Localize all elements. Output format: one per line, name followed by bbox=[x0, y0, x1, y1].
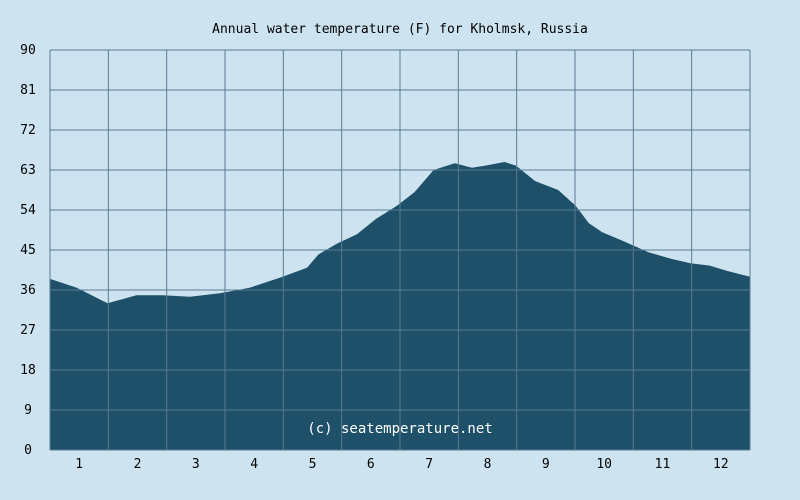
x-tick-label: 5 bbox=[309, 457, 317, 472]
x-tick-label: 3 bbox=[192, 457, 200, 472]
x-tick-label: 7 bbox=[425, 457, 433, 472]
y-tick-label: 27 bbox=[20, 323, 36, 338]
x-axis-ticks: 1 2 3 4 5 6 7 8 9 10 11 12 bbox=[75, 457, 728, 472]
x-tick-label: 8 bbox=[484, 457, 492, 472]
y-tick-label: 81 bbox=[20, 83, 36, 98]
x-tick-label: 1 bbox=[75, 457, 83, 472]
x-tick-label: 9 bbox=[542, 457, 550, 472]
x-tick-label: 10 bbox=[596, 457, 612, 472]
y-tick-label: 36 bbox=[20, 283, 36, 298]
y-tick-label: 90 bbox=[20, 43, 36, 58]
y-tick-label: 18 bbox=[20, 363, 36, 378]
x-tick-label: 2 bbox=[134, 457, 142, 472]
y-tick-label: 0 bbox=[24, 443, 32, 458]
y-tick-label: 54 bbox=[20, 203, 36, 218]
y-axis-ticks: 0 9 18 27 36 45 54 63 72 81 90 bbox=[20, 43, 36, 458]
x-tick-label: 4 bbox=[250, 457, 258, 472]
y-tick-label: 45 bbox=[20, 243, 36, 258]
y-tick-label: 9 bbox=[24, 403, 32, 418]
x-tick-label: 6 bbox=[367, 457, 375, 472]
chart-title: Annual water temperature (F) for Kholmsk… bbox=[212, 22, 588, 37]
x-tick-label: 11 bbox=[655, 457, 671, 472]
watermark: (c) seatemperature.net bbox=[307, 421, 492, 437]
x-tick-label: 12 bbox=[713, 457, 729, 472]
grid-lines bbox=[49, 49, 751, 451]
y-tick-label: 63 bbox=[20, 163, 36, 178]
y-tick-label: 72 bbox=[20, 123, 36, 138]
